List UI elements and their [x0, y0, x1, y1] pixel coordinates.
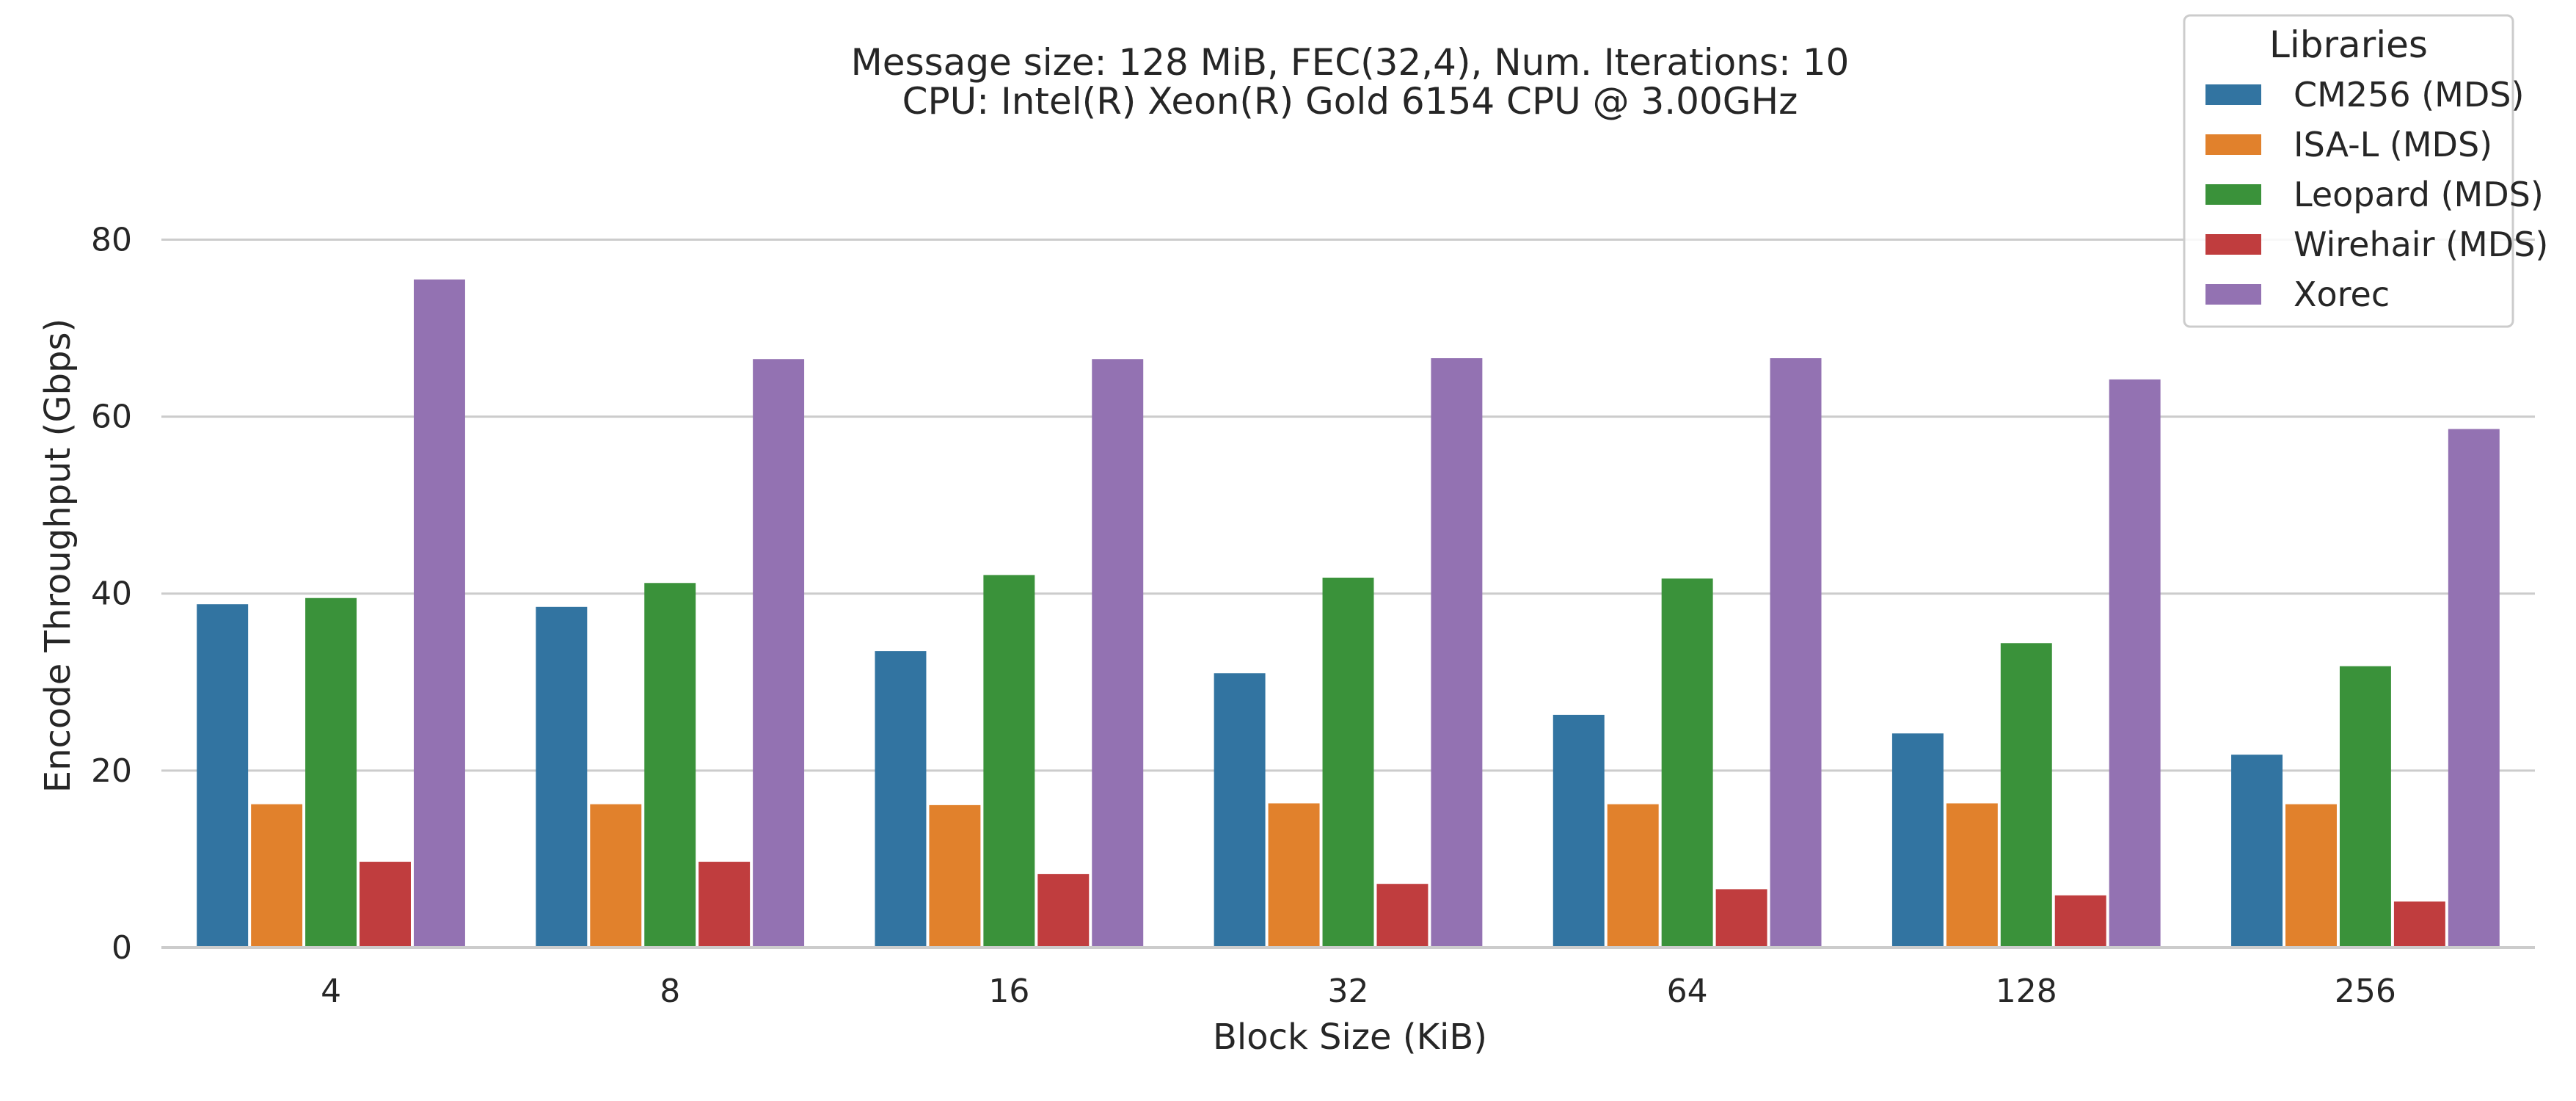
bar: [875, 651, 927, 948]
x-tick-label: 128: [1996, 973, 2057, 1010]
bar: [1661, 578, 1713, 948]
bar: [1268, 803, 1320, 948]
x-tick-label: 16: [988, 973, 1029, 1010]
chart-title-line-1: Message size: 128 MiB, FEC(32,4), Num. I…: [851, 41, 1850, 84]
legend-swatch: [2205, 284, 2261, 305]
legend: Libraries CM256 (MDS) ISA-L (MDS) Leopard …: [2183, 14, 2548, 328]
y-axis-label: Encode Throughput (Gbps): [37, 319, 79, 793]
bar: [1214, 673, 1266, 948]
bar: [1431, 358, 1483, 948]
bar: [1376, 884, 1429, 948]
bar: [2285, 804, 2337, 948]
bar: [1891, 733, 1944, 948]
legend-label: Wirehair (MDS): [2294, 225, 2548, 264]
legend-swatch: [2205, 84, 2261, 105]
bar: [2000, 643, 2052, 948]
legend-swatch: [2205, 134, 2261, 155]
bar: [197, 604, 249, 948]
x-tick-label: 32: [1328, 973, 1369, 1010]
bar: [305, 597, 357, 948]
bar: [1770, 358, 1822, 948]
y-tick-label: 80: [91, 221, 132, 258]
bar: [2448, 429, 2500, 948]
bar: [1322, 578, 1374, 948]
bar: [2393, 901, 2445, 948]
bar: [753, 359, 805, 948]
bar: [2054, 895, 2106, 948]
x-tick-label: 64: [1667, 973, 1708, 1010]
y-tick-labels: 0 20 40 60 80: [91, 221, 132, 967]
bar: [360, 862, 411, 948]
bars: [197, 279, 2500, 948]
x-tick-label: 4: [321, 973, 341, 1010]
y-tick-label: 20: [91, 752, 132, 790]
legend-swatch: [2205, 234, 2261, 255]
bar: [983, 575, 1035, 948]
legend-label: Xorec: [2294, 275, 2390, 314]
x-tick-label: 8: [660, 973, 680, 1010]
legend-items: CM256 (MDS) ISA-L (MDS) Leopard (MDS) Wireh…: [2205, 75, 2548, 314]
bar: [698, 862, 751, 948]
x-tick-labels: 4 8 16 32 64 128 256: [321, 973, 2396, 1010]
bar: [1607, 804, 1659, 948]
bar: [1715, 889, 1767, 948]
x-axis-label: Block Size (KiB): [1213, 1017, 1487, 1058]
legend-swatch: [2205, 184, 2261, 205]
bar: [1946, 803, 1998, 948]
y-tick-label: 0: [112, 929, 132, 967]
bar: [2231, 755, 2283, 948]
y-tick-label: 60: [91, 399, 132, 436]
y-tick-label: 40: [91, 575, 132, 613]
legend-label: Leopard (MDS): [2294, 175, 2544, 214]
bar: [644, 583, 696, 948]
bar: [1092, 359, 1144, 948]
legend-label: ISA-L (MDS): [2294, 125, 2492, 164]
bar: [929, 804, 981, 948]
bar: [251, 804, 303, 948]
legend-title: Libraries: [2269, 23, 2428, 66]
bar: [2109, 379, 2161, 948]
bar: [590, 804, 642, 948]
legend-box: [2183, 14, 2514, 328]
bar: [2339, 666, 2391, 948]
bar: [1552, 714, 1605, 948]
legend-label: CM256 (MDS): [2294, 75, 2524, 115]
bar: [536, 606, 588, 948]
bar: [413, 279, 465, 948]
chart-title-line-2: CPU: Intel(R) Xeon(R) Gold 6154 CPU @ 3.…: [902, 80, 1798, 123]
x-tick-label: 256: [2335, 973, 2396, 1010]
bar: [1037, 873, 1090, 948]
